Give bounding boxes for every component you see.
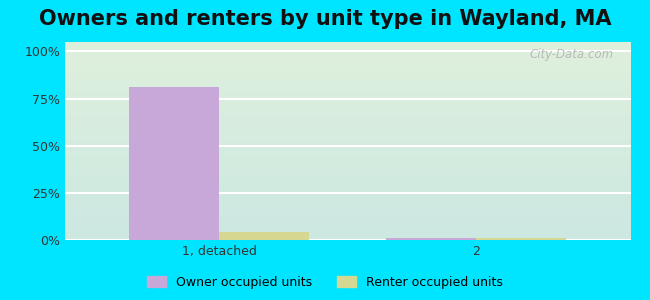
Text: Owners and renters by unit type in Wayland, MA: Owners and renters by unit type in Wayla… xyxy=(39,9,611,29)
Bar xyxy=(386,238,476,240)
Text: City-Data.com: City-Data.com xyxy=(529,48,614,61)
Legend: Owner occupied units, Renter occupied units: Owner occupied units, Renter occupied un… xyxy=(142,271,508,294)
Bar xyxy=(219,232,309,240)
Bar xyxy=(476,238,566,240)
Bar xyxy=(129,87,219,240)
